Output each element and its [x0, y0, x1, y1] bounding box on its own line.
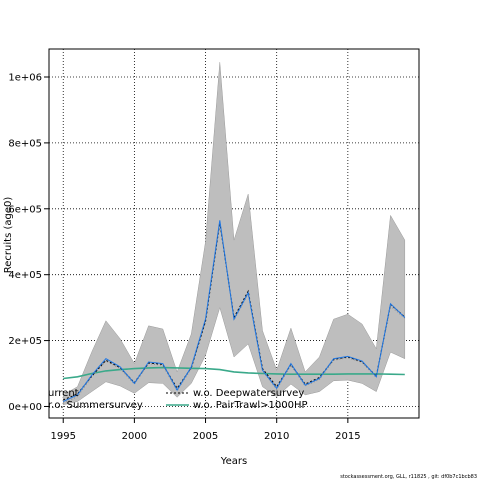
y-tick-label: 4e+05 — [8, 270, 42, 281]
y-tick-label: 0e+00 — [8, 402, 42, 413]
y-tick-label: 2e+05 — [8, 336, 42, 347]
legend-label: urrent — [48, 388, 79, 399]
y-tick-label: 8e+05 — [8, 138, 42, 149]
axes: 1995 2000 2005 2010 2015 0e+00 2e+05 4e+05 6e+05… — [8, 48, 420, 442]
x-tick-label: 2015 — [335, 431, 360, 442]
confidence-band — [62, 62, 406, 406]
x-tick-label: 2010 — [264, 431, 289, 442]
legend-label: w.o. Deepwatersurvey — [193, 388, 304, 399]
confidence-band-layer — [62, 62, 406, 406]
series-line-current — [62, 220, 406, 402]
y-tick-label: 6e+05 — [8, 204, 42, 215]
x-tick-label: 2000 — [122, 431, 147, 442]
x-tick-label: 2005 — [193, 431, 218, 442]
y-tick-label: 1e+06 — [8, 73, 42, 84]
footer-note: stockassessment.org, GLL, r11825 , git: … — [340, 474, 477, 480]
y-axis-title: Recruits (age0) — [3, 197, 14, 274]
x-tick-label: 1995 — [51, 431, 76, 442]
plot-frame — [48, 48, 420, 419]
legend: urrent w.o. Deepwatersurvey r.o. Summersur… — [48, 388, 308, 411]
series-line-w-o-pairtrawl-1000hp — [63, 366, 405, 380]
legend-label: r.o. Summersurvey — [48, 400, 143, 411]
legend-label: w.o. PairTrawl>1000HP — [193, 400, 308, 411]
series-layer — [62, 220, 406, 404]
x-axis-title: Years — [220, 456, 247, 467]
